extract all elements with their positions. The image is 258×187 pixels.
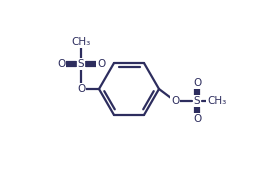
- Text: O: O: [57, 59, 65, 69]
- Text: CH₃: CH₃: [71, 37, 91, 47]
- Text: O: O: [77, 84, 85, 94]
- Text: CH₃: CH₃: [207, 96, 227, 106]
- Text: O: O: [193, 78, 201, 88]
- Text: O: O: [97, 59, 105, 69]
- Text: O: O: [193, 114, 201, 124]
- Text: O: O: [171, 96, 179, 106]
- Text: S: S: [194, 96, 200, 106]
- Text: S: S: [78, 59, 84, 69]
